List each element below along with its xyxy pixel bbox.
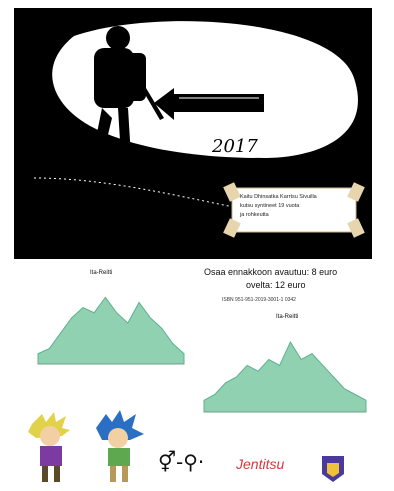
cover-year: 2017	[212, 136, 258, 157]
profile-title-right: Ita-Reitti	[276, 314, 299, 320]
emblem-icon	[322, 456, 344, 482]
cover-illustration	[14, 21, 372, 259]
logo-strip: ⚥-⚲· Jentitsu	[0, 400, 394, 491]
profile-chart-right: Ita-Reitti	[196, 314, 372, 426]
scroll-text: Kaitu Dhinsatka Karrtsu Sivuilla kutsu s…	[240, 193, 350, 220]
scroll-line-3: ja rohkeutta	[240, 212, 269, 218]
scroll-banner	[223, 182, 365, 238]
brand-logo: Jentitsu	[236, 456, 285, 472]
elevation-area	[37, 296, 185, 365]
elevation-chart	[37, 296, 185, 365]
profile-chart-left: Ita-Reitti	[30, 270, 190, 380]
price-line-2: ovelta: 12 euro	[246, 280, 306, 290]
scroll-line-2: kutsu syntineet 19 vuota	[240, 203, 300, 209]
character-left	[28, 412, 70, 482]
elevation-chart	[203, 340, 367, 413]
cover-artwork: 2017 Kaitu Dhinsatka Karrtsu Sivuilla ku…	[14, 8, 372, 259]
scroll-line-1: Kaitu Dhinsatka Karrtsu Sivuilla	[240, 194, 317, 200]
info-note: ISBN 951-951-2019-3001-1 0342	[222, 297, 296, 303]
character-right	[96, 410, 144, 482]
price-line-1: Osaa ennakkoon avautuu: 8 euro	[204, 267, 338, 277]
gender-icons: ⚥-⚲·	[158, 450, 205, 474]
price-info: Osaa ennakkoon avautuu: 8 euro ovelta: 1…	[204, 267, 374, 303]
elevation-area	[203, 340, 367, 413]
profile-title-left: Ita-Reitti	[90, 270, 113, 276]
